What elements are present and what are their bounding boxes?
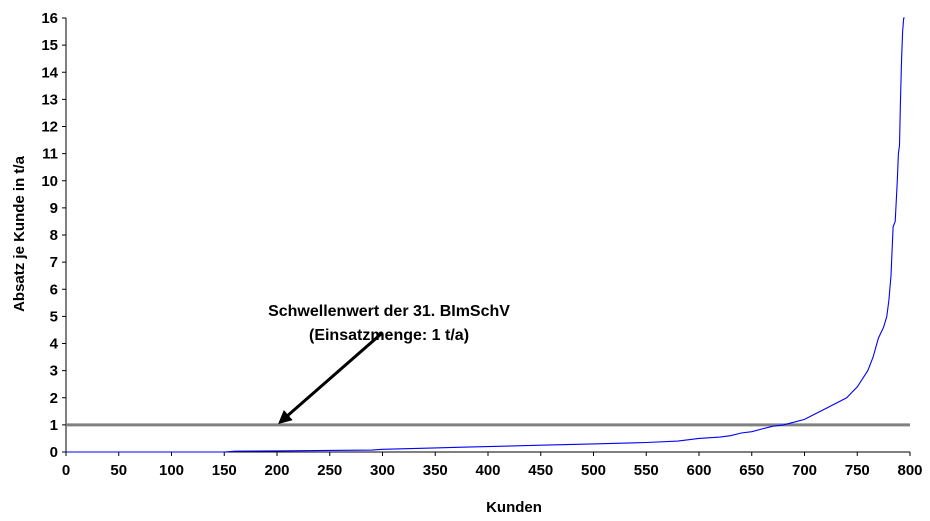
y-tick-label: 10 <box>41 173 58 190</box>
x-tick-label: 50 <box>110 462 127 479</box>
y-tick-label: 2 <box>50 390 58 407</box>
annotation-arrow <box>278 331 384 424</box>
y-tick-label: 6 <box>50 281 58 298</box>
x-tick-label: 600 <box>686 462 711 479</box>
y-axis-title: Absatz je Kunde in t/a <box>11 155 28 312</box>
x-tick-label: 700 <box>792 462 817 479</box>
x-tick-label: 100 <box>159 462 184 479</box>
x-tick-label: 200 <box>264 462 289 479</box>
y-tick-label: 11 <box>42 146 58 163</box>
y-tick-label: 12 <box>41 119 58 136</box>
x-tick-label: 650 <box>739 462 764 479</box>
y-tick-label: 13 <box>41 91 58 108</box>
x-tick-label: 250 <box>317 462 342 479</box>
y-tick-label: 8 <box>50 227 58 244</box>
x-tick-label: 750 <box>845 462 870 479</box>
x-tick-label: 550 <box>634 462 659 479</box>
x-tick-label: 400 <box>475 462 500 479</box>
y-tick-label: 1 <box>50 417 58 434</box>
y-tick-label: 16 <box>41 10 58 27</box>
annotation-line1: Schwellenwert der 31. BImSchV <box>268 303 510 320</box>
y-tick-label: 9 <box>50 200 58 217</box>
x-tick-label: 500 <box>581 462 606 479</box>
x-tick-label: 350 <box>423 462 448 479</box>
y-tick-label: 0 <box>50 444 58 461</box>
plot-area: 0 50 100 150 200 250 300 350 400 450 500 550 600 650 7… <box>41 10 922 479</box>
x-tick-label: 300 <box>370 462 395 479</box>
x-ticks: 0 50 100 150 200 250 300 350 400 450 500 550 600 650 7… <box>62 452 923 479</box>
y-tick-label: 14 <box>41 64 58 81</box>
series-line <box>66 17 905 453</box>
x-tick-label: 450 <box>528 462 553 479</box>
x-tick-label: 800 <box>897 462 922 479</box>
y-tick-label: 5 <box>50 308 58 325</box>
y-tick-label: 7 <box>50 254 58 271</box>
y-tick-label: 3 <box>50 363 58 380</box>
y-tick-label: 4 <box>50 336 59 353</box>
y-tick-label: 15 <box>41 37 58 54</box>
x-axis-title: Kunden <box>486 499 542 516</box>
x-tick-label: 0 <box>62 462 70 479</box>
annotation-line2: (Einsatzmenge: 1 t/a) <box>309 327 469 344</box>
x-tick-label: 150 <box>212 462 237 479</box>
